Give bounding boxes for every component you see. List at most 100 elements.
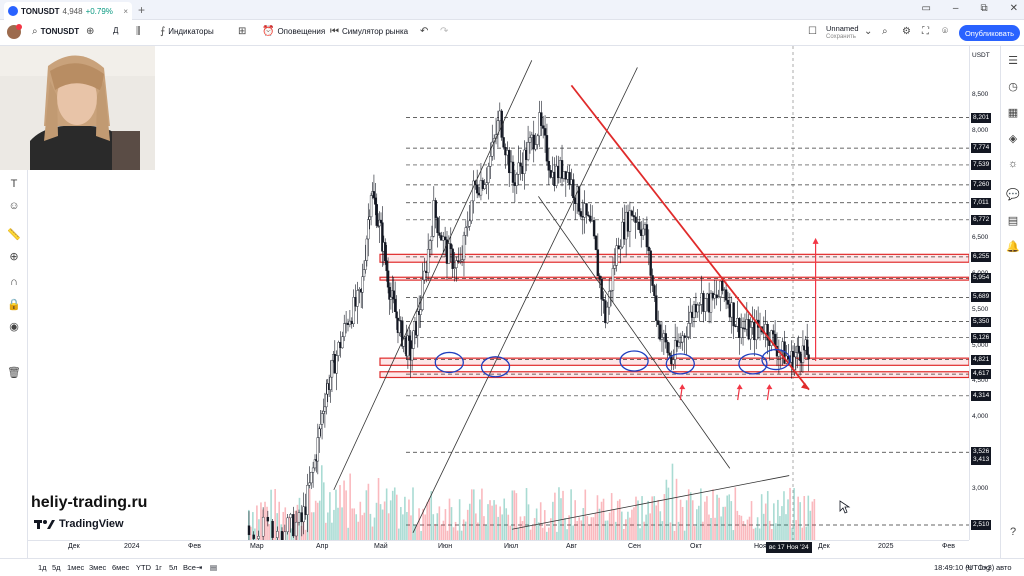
trendline-4: [570, 84, 810, 391]
time-label: Дек: [818, 543, 830, 550]
help-icon[interactable]: ?: [1009, 526, 1017, 538]
candle-body: [807, 354, 810, 360]
volume-bar: [675, 478, 678, 540]
percent-toggle[interactable]: %: [966, 563, 973, 572]
window-maximize-icon[interactable]: ⧉: [980, 3, 988, 14]
range-button[interactable]: Все: [183, 563, 196, 572]
volume-bar: [801, 527, 804, 540]
volume-bar: [331, 522, 333, 540]
volume-bar: [566, 529, 568, 540]
eye-icon[interactable]: ◉: [9, 321, 19, 333]
auto-toggle[interactable]: авто: [996, 563, 1012, 572]
candle-body: [378, 219, 381, 227]
range-button[interactable]: 6мес: [112, 563, 130, 572]
search-icon: ⌕: [32, 26, 38, 37]
layout-name-button[interactable]: Unnamed Сохранить: [826, 25, 859, 41]
trash-icon[interactable]: 🗑: [7, 367, 21, 379]
candle-body: [666, 341, 669, 354]
alerts-clock-icon[interactable]: ◷: [1008, 81, 1018, 93]
candle-body: [658, 324, 662, 340]
price-chart[interactable]: [28, 46, 969, 540]
volume-bar: [468, 503, 471, 540]
chart-type-button[interactable]: ⫼: [136, 26, 141, 37]
goto-date-icon[interactable]: ▤: [210, 563, 218, 572]
chat-icon[interactable]: 💬: [1006, 189, 1020, 201]
window-restore-icon[interactable]: ▭: [921, 3, 931, 14]
date-range-icon[interactable]: ⇥: [196, 563, 203, 572]
range-button[interactable]: YTD: [136, 563, 151, 572]
volume-bar: [351, 508, 353, 540]
replay-button[interactable]: ⏮ Симулятор рынка: [330, 26, 408, 37]
indicators-button[interactable]: ⨍ Индикаторы: [160, 26, 214, 37]
volume-bar: [454, 521, 457, 540]
range-button[interactable]: 5л: [169, 563, 178, 572]
browser-tab[interactable]: TONUSDT 4,948 +0.79% ×: [4, 2, 132, 20]
lock-drawings-icon[interactable]: 🔒: [7, 299, 21, 311]
undo-button[interactable]: ↶: [420, 26, 428, 37]
close-tab-icon[interactable]: ×: [123, 6, 128, 16]
volume-bar: [371, 526, 374, 540]
candle-body: [485, 182, 488, 185]
layout-dropdown[interactable]: ⌄: [864, 26, 872, 37]
volume-bar: [422, 508, 424, 540]
emoji-tool-icon[interactable]: ☺: [8, 200, 20, 212]
ideas-icon[interactable]: ☼: [1007, 158, 1019, 170]
layers-icon[interactable]: ◈: [1008, 133, 1018, 145]
calendar-icon[interactable]: ▤: [1007, 215, 1019, 227]
range-button[interactable]: 3мес: [89, 563, 107, 572]
notifications-icon[interactable]: 🔔: [1006, 241, 1020, 253]
candle-body: [447, 243, 451, 264]
range-button[interactable]: 1д: [38, 563, 47, 572]
range-button[interactable]: 5д: [52, 563, 61, 572]
layout-checkbox[interactable]: ☐: [808, 26, 817, 37]
candle-body: [632, 215, 635, 218]
symbol-search-button[interactable]: ⌕ TONUSDT: [32, 26, 79, 37]
zoom-in-icon[interactable]: ⊕: [9, 251, 19, 263]
candle-body: [793, 356, 796, 370]
price-scale[interactable]: USDT 8,5008,0006,5006,0005,5005,0004,500…: [969, 46, 1000, 540]
quick-search-button[interactable]: ⌕: [882, 26, 888, 37]
snapshot-button[interactable]: ⌾: [942, 26, 948, 37]
candle-body: [416, 311, 419, 336]
volume-bar: [509, 525, 512, 540]
new-tab-button[interactable]: +: [138, 3, 146, 17]
range-button[interactable]: 1г: [155, 563, 162, 572]
window-minimize-icon[interactable]: –: [952, 3, 959, 14]
redo-button[interactable]: ↷: [440, 26, 448, 37]
volume-bar: [537, 522, 540, 540]
volume-bar: [807, 495, 810, 540]
candle-body: [325, 393, 328, 408]
volume-bar: [768, 520, 771, 540]
candle-body: [673, 340, 677, 360]
fullscreen-button[interactable]: ⛶: [922, 26, 929, 37]
candle-body: [343, 323, 346, 337]
volume-bar: [355, 514, 358, 540]
interval-button[interactable]: Д: [113, 26, 119, 35]
volume-bar: [673, 530, 676, 540]
volume-bar: [771, 529, 773, 540]
ruler-tool-icon[interactable]: 📏: [7, 229, 21, 241]
window-close-icon[interactable]: ✕: [1009, 3, 1018, 14]
data-window-icon[interactable]: ▦: [1007, 107, 1019, 119]
candle-body: [609, 290, 613, 292]
publish-button[interactable]: Опубликовать: [958, 25, 1020, 41]
volume-bar: [531, 524, 534, 540]
compare-symbol-button[interactable]: ⊕: [86, 26, 94, 37]
volume-bar: [789, 487, 791, 540]
volume-bar: [568, 515, 570, 540]
volume-bar: [693, 526, 696, 540]
settings-button[interactable]: ⚙: [902, 26, 911, 37]
watchlist-icon[interactable]: ☰: [1008, 55, 1018, 67]
text-tool-icon[interactable]: T: [10, 178, 18, 190]
touch-ellipse-3: [665, 353, 695, 375]
user-avatar[interactable]: [6, 24, 22, 40]
time-scale[interactable]: вс 17 Ноя '24 Дек 2024 Фев Мар Апр Май Июн Июл А…: [28, 540, 969, 554]
volume-bar: [560, 498, 562, 540]
magnet-icon[interactable]: ∩: [10, 276, 18, 288]
log-toggle[interactable]: log: [980, 563, 991, 572]
clock-label[interactable]: 18:49:10 (UTC+3): [934, 563, 995, 572]
layouts-button[interactable]: ⊞: [238, 26, 246, 37]
range-button[interactable]: 1мес: [67, 563, 85, 572]
alerts-button[interactable]: ⏰ Оповещения: [262, 26, 325, 37]
square-icon: ☐: [808, 26, 817, 37]
